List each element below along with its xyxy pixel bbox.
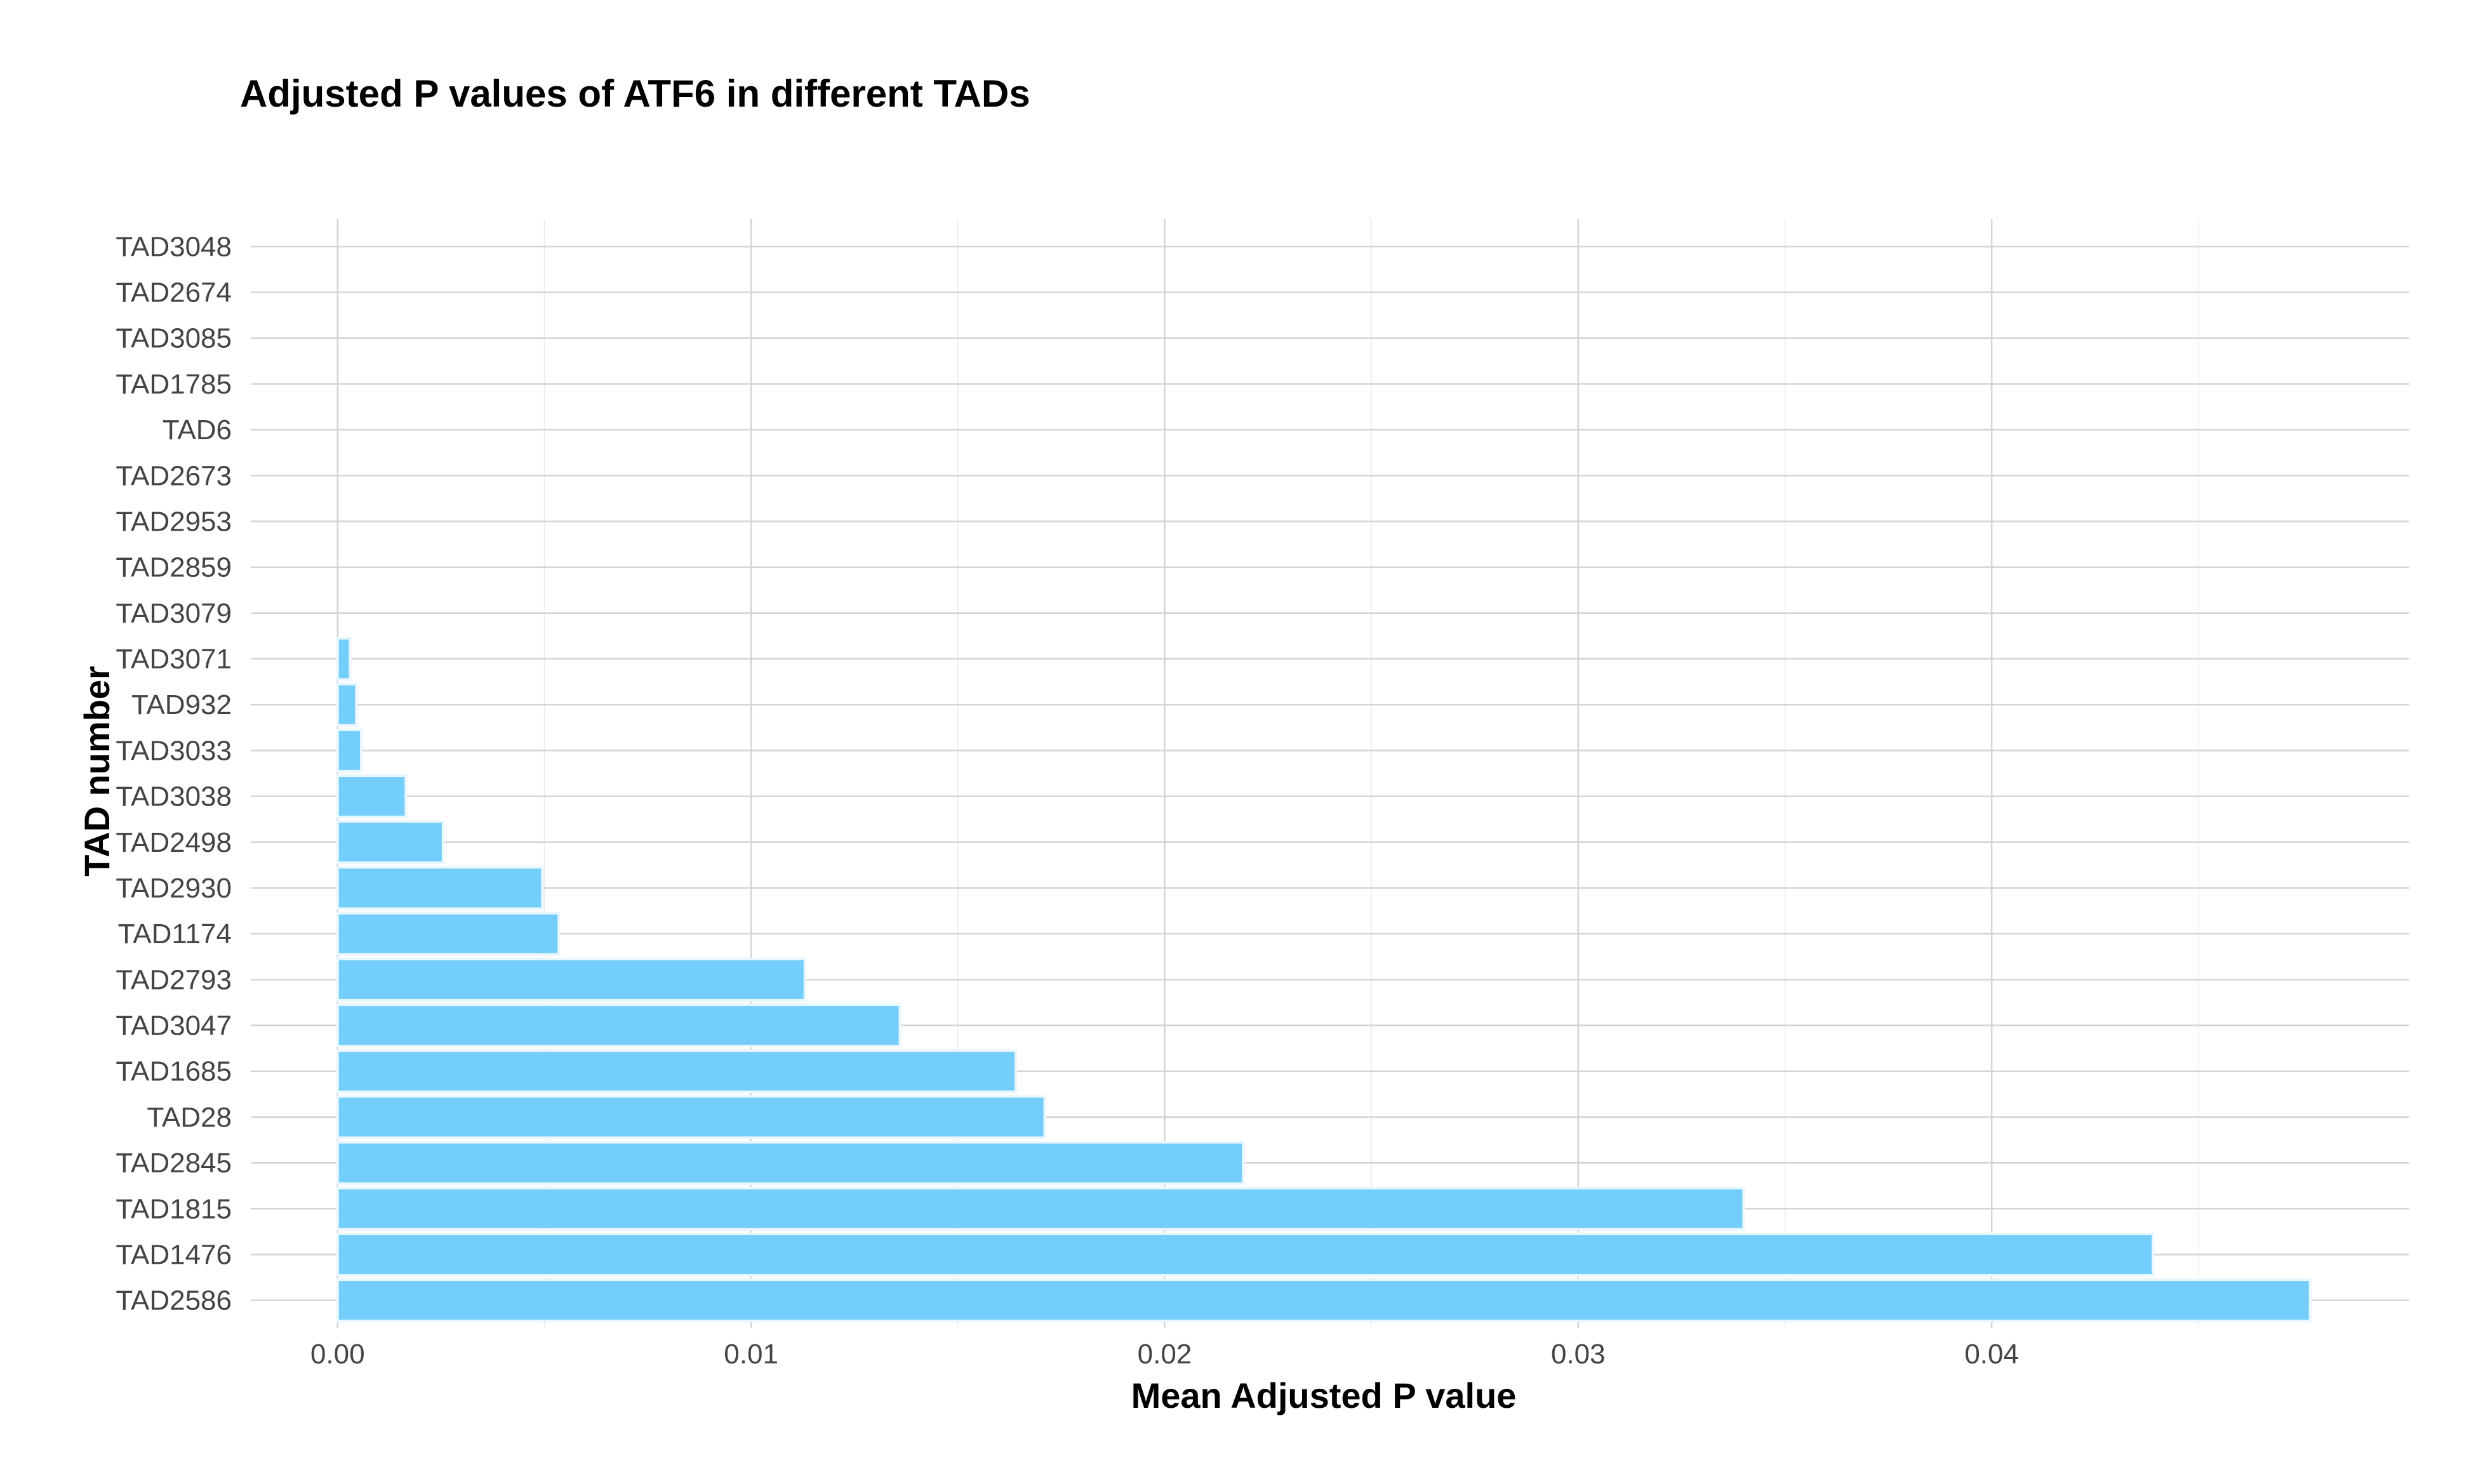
y-tick-label: TAD3038	[116, 781, 232, 812]
y-tick-label: TAD2845	[116, 1148, 232, 1179]
y-tick-label: TAD2793	[116, 964, 232, 995]
x-tick-label: 0.00	[310, 1339, 365, 1370]
grid	[251, 219, 2409, 1328]
bar-tad2845	[336, 1141, 1245, 1185]
bar-tad2586	[336, 1278, 2312, 1323]
y-tick-label: TAD1174	[118, 918, 232, 950]
bars	[336, 637, 2312, 1323]
y-tick-label: TAD1685	[116, 1056, 232, 1087]
y-tick-label: TAD1815	[116, 1193, 232, 1224]
bar-tad1476	[336, 1233, 2155, 1276]
bar-tad932	[336, 682, 358, 727]
bar-tad1174	[336, 911, 561, 956]
x-tick-label: 0.03	[1551, 1339, 1606, 1370]
y-tick-label: TAD6	[163, 414, 232, 446]
y-tick-label: TAD2498	[116, 827, 232, 858]
y-tick-label: TAD1785	[116, 369, 232, 400]
x-axis-tick-labels: 0.00 0.01 0.02 0.03 0.04	[310, 1339, 2019, 1370]
y-tick-label: TAD3033	[116, 735, 232, 766]
bar-tad3038	[336, 774, 408, 819]
bar-tad3047	[336, 1004, 902, 1048]
y-tick-label: TAD3085	[116, 323, 232, 354]
bar-tad3033	[336, 728, 363, 772]
bar-tad2793	[336, 957, 806, 1002]
x-tick-label: 0.01	[724, 1339, 778, 1370]
y-tick-label: TAD2953	[116, 506, 232, 537]
y-axis-tick-labels: TAD3048 TAD2674 TAD3085 TAD1785 TAD6 TAD2673 T…	[116, 231, 232, 1316]
y-tick-label: TAD1476	[116, 1239, 232, 1270]
y-tick-label: TAD2586	[116, 1285, 232, 1316]
y-tick-label: TAD3047	[116, 1010, 232, 1042]
y-tick-label: TAD3048	[116, 231, 232, 262]
bar-tad28	[336, 1095, 1046, 1139]
y-tick-label: TAD2673	[116, 460, 232, 491]
y-tick-label: TAD2859	[116, 552, 232, 583]
x-axis-title: Mean Adjusted P value	[1131, 1375, 1517, 1415]
y-tick-label: TAD28	[147, 1102, 232, 1133]
bar-tad2930	[336, 866, 544, 910]
bar-tad2498	[336, 820, 444, 865]
bar-tad1685	[336, 1049, 1017, 1094]
y-tick-label: TAD2930	[116, 873, 232, 904]
y-tick-label: TAD3079	[116, 598, 232, 629]
y-tick-label: TAD932	[131, 689, 232, 720]
x-tick-label: 0.02	[1138, 1339, 1192, 1370]
chart-title: Adjusted P values of ATF6 in different T…	[240, 72, 1030, 115]
x-tick-label: 0.04	[1964, 1339, 2019, 1370]
y-tick-label: TAD3071	[116, 644, 232, 675]
bar-tad3071	[336, 637, 352, 681]
y-tick-label: TAD2674	[116, 277, 232, 308]
bar-tad1815	[336, 1186, 1745, 1231]
y-axis-title: TAD number	[77, 666, 117, 877]
